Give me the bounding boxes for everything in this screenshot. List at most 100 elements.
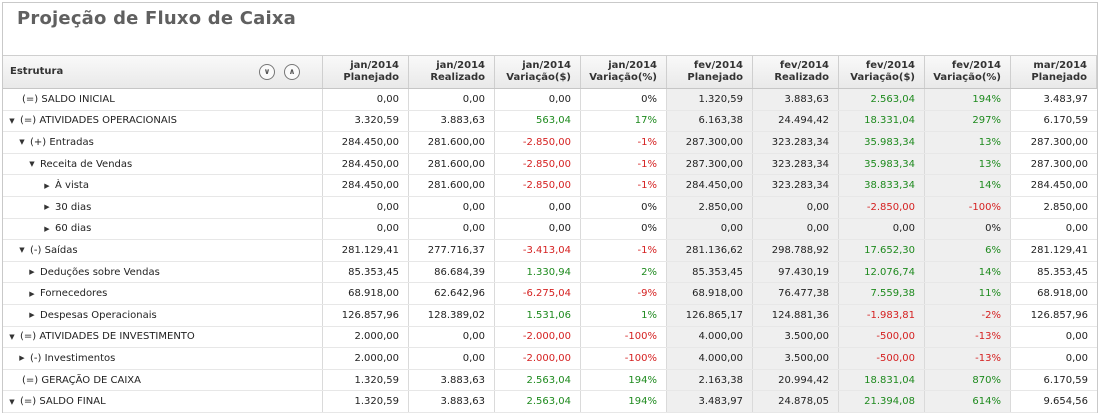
header-col-1[interactable]: jan/2014 Planejado	[323, 56, 409, 88]
table-cell: 6.170,59	[1043, 115, 1088, 127]
row-label: Despesas Operacionais	[40, 309, 157, 321]
caret-right-icon[interactable]: ▶	[29, 268, 35, 277]
table-cell: 126.857,96	[323, 304, 409, 326]
table-cell: 68.918,00	[667, 283, 753, 304]
table-row[interactable]: ▼ (+) Entradas 284.450,00 281.600,00 -2.850,…	[3, 132, 1097, 154]
table-cell: 3.883,63	[753, 89, 839, 110]
row-label: 60 dias	[55, 223, 92, 235]
table-cell: 126.857,96	[1030, 309, 1088, 321]
table-row[interactable]: ▼ (=) SALDO FINAL 1.320,59 3.883,63 2.563,04…	[3, 391, 1097, 413]
header-col-5[interactable]: fev/2014 Planejado	[667, 56, 753, 88]
table-row[interactable]: (=) SALDO INICIAL 0,00 0,00 0,00 0% 1.320,59 3…	[3, 89, 1097, 111]
table-cell: 2.563,04	[839, 89, 925, 110]
caret-down-icon[interactable]: ▼	[19, 246, 25, 255]
table-cell: 2.000,00	[323, 326, 409, 348]
table-cell: 124.881,36	[753, 304, 839, 326]
table-cell: 97.430,19	[753, 261, 839, 283]
table-cell: 1.320,59	[323, 369, 409, 391]
table-row[interactable]: ▼ Receita de Vendas 284.450,00 281.600,00 -2…	[3, 153, 1097, 176]
table-row[interactable]: ▶ 60 dias 0,00 0,00 0,00 0% 0,00 0,00 0,00 0% 0,00	[3, 218, 1097, 241]
table-cell: -2.850,00	[495, 132, 581, 153]
table-cell: 21.394,08	[839, 391, 925, 412]
header-col-9[interactable]: mar/2014 Planejado	[1011, 56, 1097, 88]
row-label: (-) Investimentos	[30, 352, 116, 364]
row-label-cell: ▼ (+) Entradas	[3, 132, 323, 153]
table-cell: 277.716,37	[409, 240, 495, 261]
table-row[interactable]: ▶ 30 dias 0,00 0,00 0,00 0% 2.850,00 0,00 -2.850…	[3, 196, 1097, 219]
caret-down-icon[interactable]: ▼	[9, 332, 15, 341]
table-cell: 3.483,97	[667, 391, 753, 412]
table-cell: 284.450,00	[1030, 180, 1088, 192]
caret-right-icon[interactable]: ▶	[19, 354, 25, 363]
table-cell: 0,00	[1065, 331, 1088, 343]
table-cell: 298.788,92	[753, 240, 839, 261]
table-cell: 284.450,00	[323, 132, 409, 153]
table-cell: 20.994,42	[753, 369, 839, 391]
table-row[interactable]: ▶ (-) Investimentos 2.000,00 0,00 -2.000,00-…	[3, 348, 1097, 370]
row-label: (=) ATIVIDADES DE INVESTIMENTO	[20, 331, 195, 343]
table-cell: 0,00	[667, 218, 753, 240]
table-cell: 1%	[581, 304, 667, 326]
table-row[interactable]: ▶ Deduções sobre Vendas 85.353,45 86.684,39…	[3, 261, 1097, 284]
table-cell: 2.163,38	[667, 369, 753, 391]
table-cell: 0,00	[839, 218, 925, 240]
caret-down-icon[interactable]: ▼	[29, 160, 35, 169]
header-col-8[interactable]: fev/2014 Variação(%)	[925, 56, 1011, 88]
table-cell: 3.483,97	[1043, 93, 1088, 105]
collapse-all-icon[interactable]: ∧	[284, 64, 300, 80]
header-col-3[interactable]: jan/2014 Variação($)	[495, 56, 581, 88]
header-estrutura-label: Estrutura	[10, 66, 64, 77]
table-cell: 0,00	[323, 218, 409, 240]
expand-all-icon[interactable]: ∨	[259, 64, 275, 80]
caret-down-icon[interactable]: ▼	[19, 138, 25, 147]
page-title: Projeção de Fluxo de Caixa	[17, 8, 296, 29]
table-cell: -1%	[581, 240, 667, 261]
table-cell: 0,00	[409, 326, 495, 348]
table-cell: 0,00	[753, 218, 839, 240]
table-row[interactable]: (=) GERAÇÃO DE CAIXA 1.320,59 3.883,63 2.56…	[3, 369, 1097, 392]
table-row[interactable]: ▼ (=) ATIVIDADES DE INVESTIMENTO 2.000,00 0…	[3, 326, 1097, 349]
table-cell: 13%	[925, 132, 1011, 153]
caret-down-icon[interactable]: ▼	[9, 397, 15, 406]
table-row[interactable]: ▶ À vista 284.450,00 281.600,00 -2.850,00 -1%…	[3, 175, 1097, 197]
table-cell: -13%	[925, 348, 1011, 369]
header-col-6[interactable]: fev/2014 Realizado	[753, 56, 839, 88]
header-col-7[interactable]: fev/2014 Variação($)	[839, 56, 925, 88]
table-row[interactable]: ▶ Fornecedores 68.918,00 62.642,96 -6.275,04…	[3, 283, 1097, 305]
row-label-cell: ▶ 30 dias	[3, 196, 323, 218]
table-cell: 297%	[925, 110, 1011, 132]
caret-right-icon[interactable]: ▶	[29, 311, 35, 320]
table-cell: 14%	[925, 261, 1011, 283]
table-cell: 4.000,00	[667, 326, 753, 348]
row-label-cell: ▼ (-) Saídas	[3, 240, 323, 261]
row-label: (=) SALDO INICIAL	[22, 93, 115, 105]
table-cell: 38.833,34	[839, 175, 925, 196]
table-cell: 2.000,00	[323, 348, 409, 369]
table-cell: -100%	[581, 348, 667, 369]
table-row[interactable]: ▼ (-) Saídas 281.129,41 277.716,37 -3.413,04…	[3, 240, 1097, 262]
row-label-cell: (=) GERAÇÃO DE CAIXA	[3, 369, 323, 391]
row-label: (+) Entradas	[30, 136, 94, 148]
table-cell: 3.320,59	[323, 110, 409, 132]
caret-right-icon[interactable]: ▶	[44, 203, 50, 212]
caret-down-icon[interactable]: ▼	[9, 116, 15, 125]
table-cell: -500,00	[839, 326, 925, 348]
table-cell: 0,00	[753, 196, 839, 218]
table-cell: 126.865,17	[667, 304, 753, 326]
caret-right-icon[interactable]: ▶	[44, 224, 50, 233]
caret-right-icon[interactable]: ▶	[44, 181, 50, 190]
header-col-2[interactable]: jan/2014 Realizado	[409, 56, 495, 88]
table-row[interactable]: ▼ (=) ATIVIDADES OPERACIONAIS 3.320,59 3.88…	[3, 110, 1097, 133]
caret-right-icon[interactable]: ▶	[29, 289, 35, 298]
row-label: Receita de Vendas	[40, 158, 133, 170]
table-cell: 0,00	[495, 196, 581, 218]
table-cell: 85.353,45	[323, 261, 409, 283]
table-cell: 3.883,63	[409, 391, 495, 412]
header-col-4[interactable]: jan/2014 Variação(%)	[581, 56, 667, 88]
table-cell: 13%	[925, 153, 1011, 175]
table-cell: 6.170,59	[1043, 374, 1088, 386]
table-cell: 281.600,00	[409, 175, 495, 196]
table-cell: -2.850,00	[495, 175, 581, 196]
table-row[interactable]: ▶ Despesas Operacionais 126.857,96 128.389,…	[3, 304, 1097, 327]
